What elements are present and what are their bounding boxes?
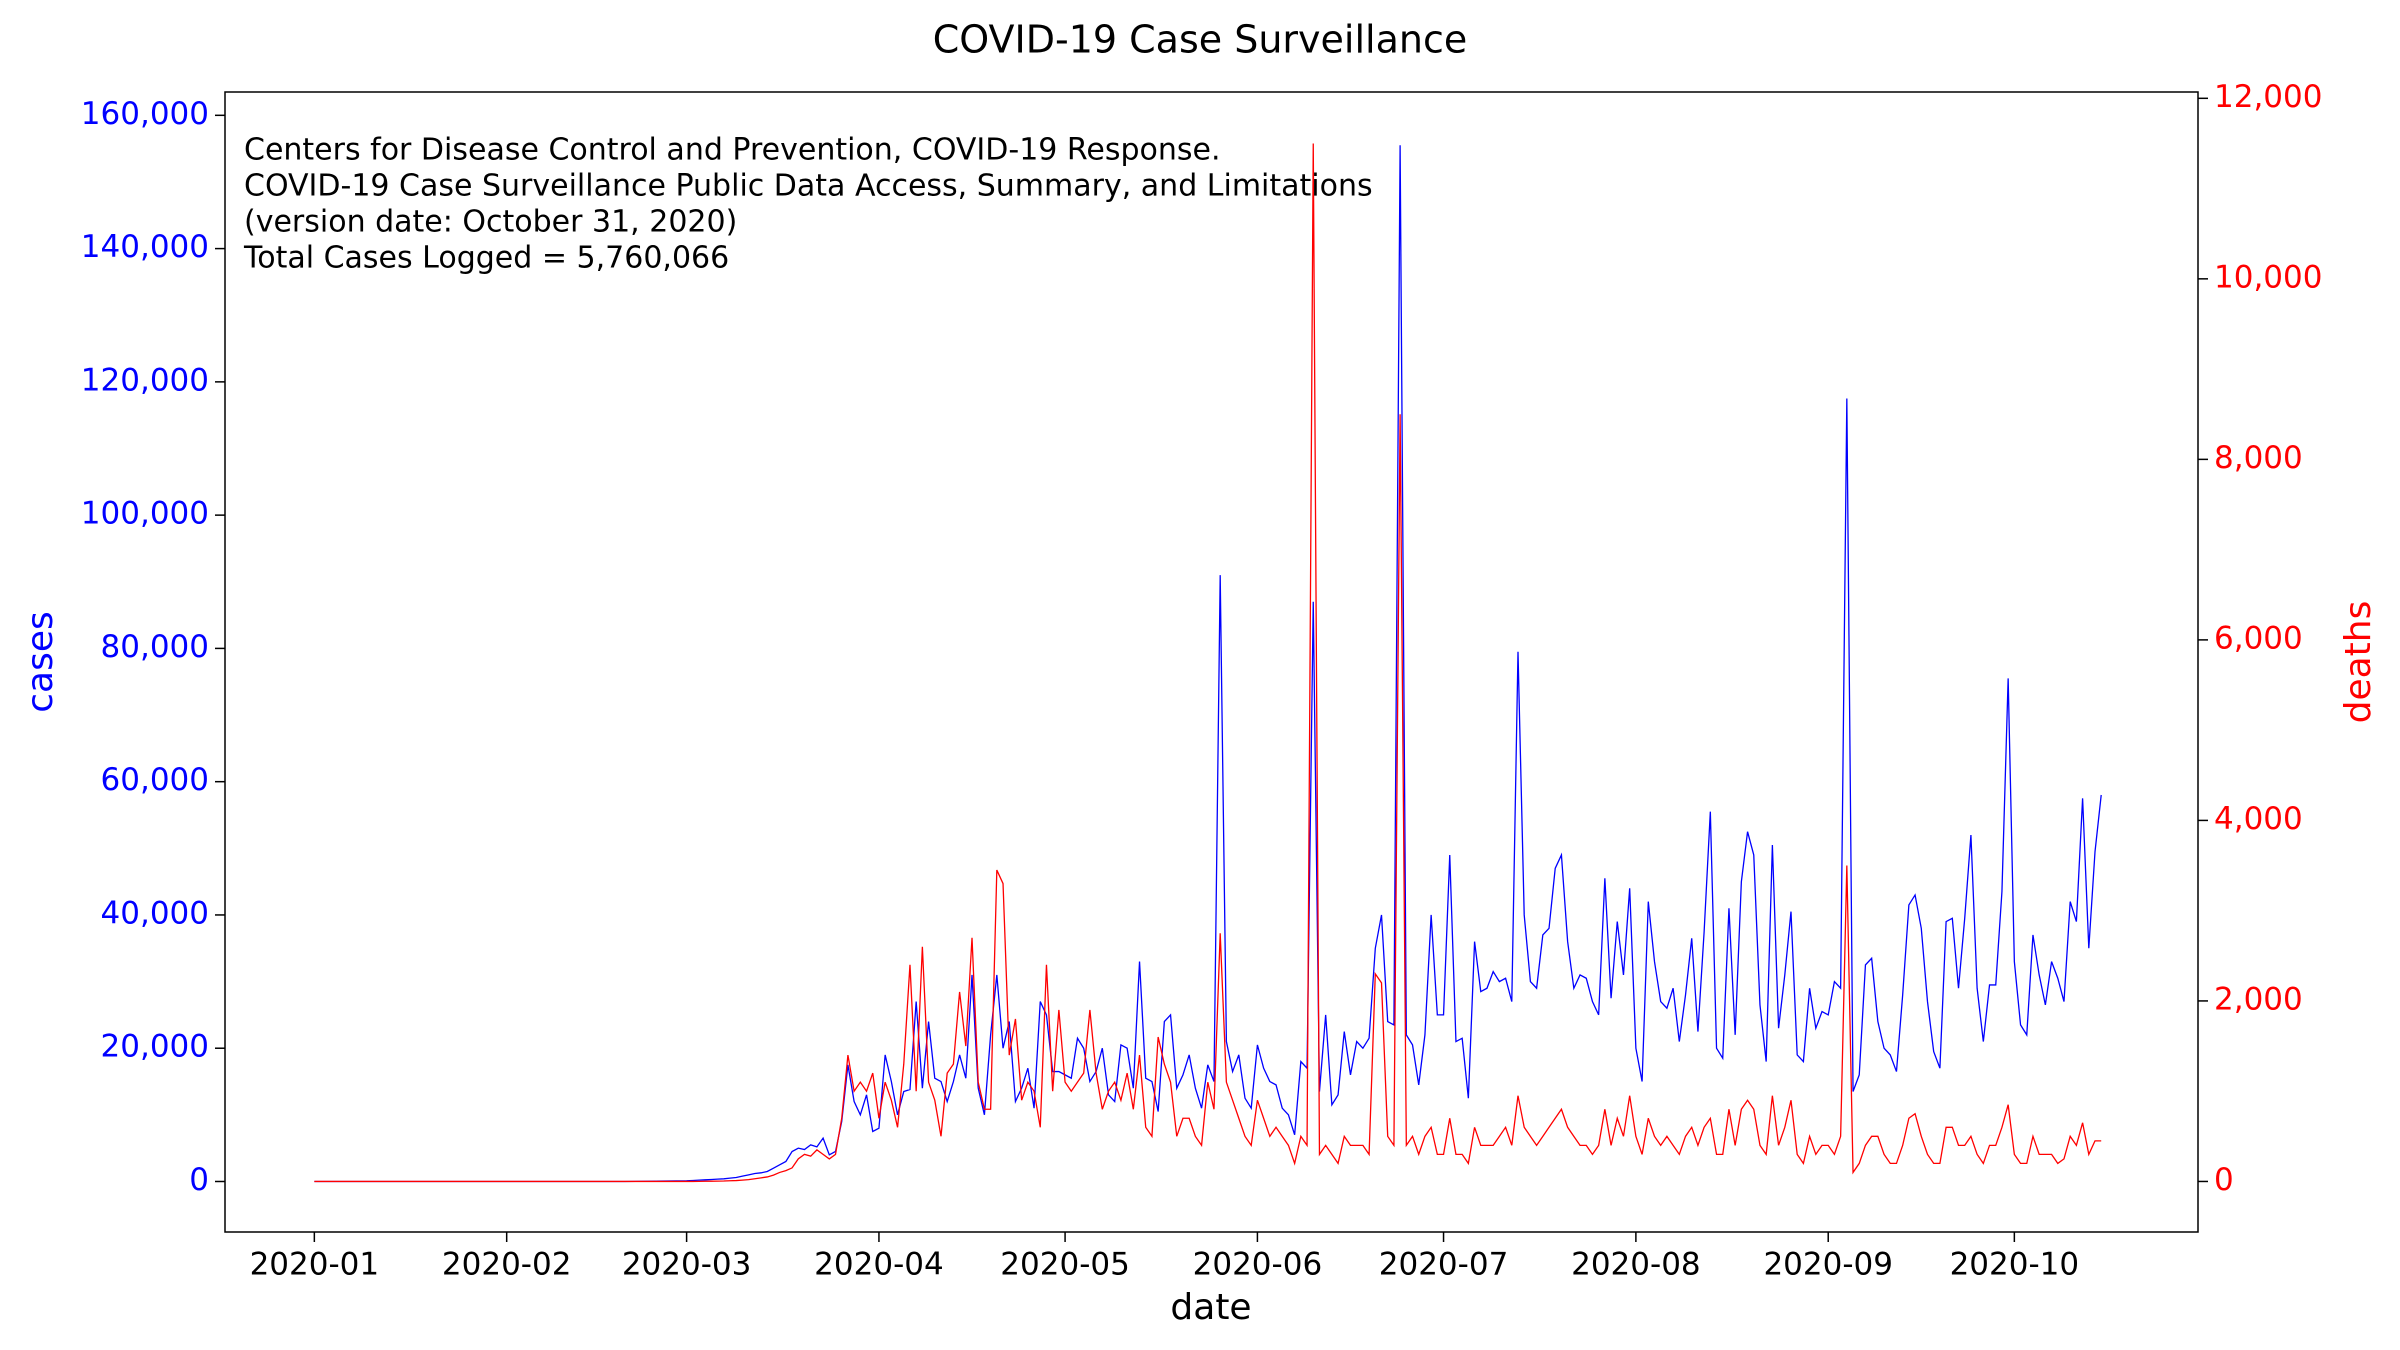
x-tick-label: 2020-02: [442, 1247, 572, 1283]
y-tick-label: 100,000: [81, 496, 209, 532]
x-tick-label: 2020-01: [250, 1247, 380, 1283]
chart-title: COVID-19 Case Surveillance: [933, 18, 1467, 62]
series-line: [314, 145, 2102, 1183]
y-tick-label: 60,000: [101, 762, 209, 798]
x-tick-label: 2020-06: [1193, 1247, 1323, 1283]
y2-tick-label: 12,000: [2214, 79, 2322, 115]
x-tick-label: 2020-04: [814, 1247, 944, 1283]
annotation: COVID-19 Case Surveillance Public Data A…: [244, 169, 1373, 204]
y-tick-label: 80,000: [101, 629, 209, 665]
annotation: Total Cases Logged = 5,760,066: [243, 241, 729, 276]
x-tick-label: 2020-03: [622, 1247, 752, 1283]
x-axis-label: date: [1170, 1287, 1251, 1328]
x-tick-label: 2020-10: [1950, 1247, 2080, 1283]
y2-tick-label: 4,000: [2214, 801, 2303, 837]
y-tick-label: 160,000: [81, 96, 209, 132]
series-line: [314, 143, 2102, 1183]
x-tick-label: 2020-05: [1000, 1247, 1130, 1283]
y-tick-label: 20,000: [101, 1029, 209, 1065]
annotation: (version date: October 31, 2020): [244, 205, 737, 240]
y2-tick-label: 6,000: [2214, 620, 2303, 656]
plot-frame: [224, 91, 2199, 1233]
y-axis-label: cases: [20, 611, 61, 713]
x-tick-label: 2020-09: [1763, 1247, 1893, 1283]
x-tick-label: 2020-08: [1571, 1247, 1701, 1283]
y-tick-label: 140,000: [81, 229, 209, 265]
y-tick-label: 0: [189, 1162, 209, 1198]
y-tick-label: 40,000: [101, 895, 209, 931]
y-tick-label: 120,000: [81, 362, 209, 398]
y2-tick-label: 8,000: [2214, 440, 2303, 476]
y2-tick-label: 0: [2214, 1162, 2234, 1198]
y2-tick-label: 2,000: [2214, 981, 2303, 1017]
annotation: Centers for Disease Control and Preventi…: [244, 133, 1221, 168]
y2-tick-label: 10,000: [2214, 259, 2322, 295]
x-tick-label: 2020-07: [1379, 1247, 1509, 1283]
y2-axis-label: deaths: [2338, 601, 2379, 724]
